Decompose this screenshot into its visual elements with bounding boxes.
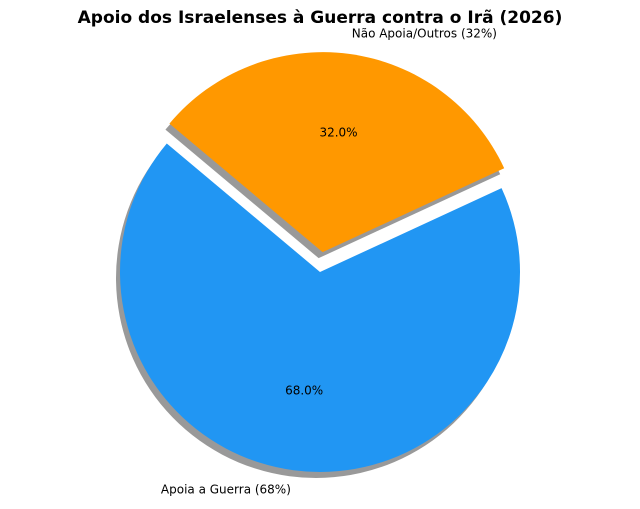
wedge xyxy=(119,143,520,472)
wedge xyxy=(169,52,505,253)
value-label: 32.0% xyxy=(319,126,357,140)
category-label: Não Apoia/Outros (32%) xyxy=(352,27,497,41)
chart-title: Apoio dos Israelenses à Guerra contra o … xyxy=(78,8,563,28)
wedges xyxy=(119,52,520,472)
value-label: 68.0% xyxy=(285,383,323,397)
category-label: Apoia a Guerra (68%) xyxy=(161,483,291,497)
